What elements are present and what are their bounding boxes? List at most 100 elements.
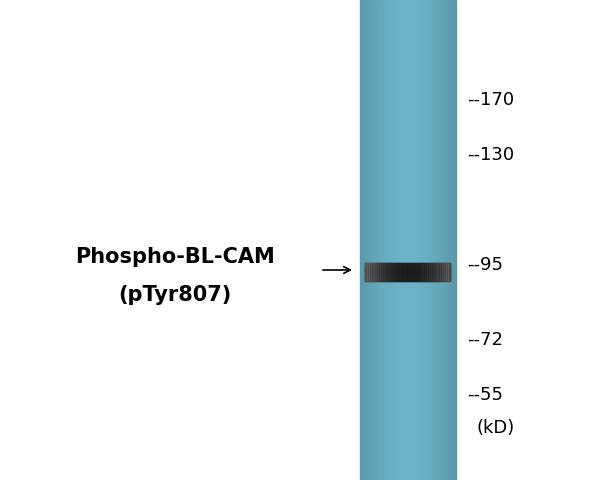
Bar bbox=[374, 0, 376, 480]
Text: --170: --170 bbox=[467, 91, 514, 109]
Bar bbox=[385, 0, 386, 480]
Bar bbox=[442, 263, 444, 281]
Bar bbox=[418, 263, 421, 281]
Bar bbox=[411, 0, 413, 480]
Bar bbox=[424, 0, 426, 480]
Text: (kD): (kD) bbox=[477, 419, 515, 437]
Bar bbox=[365, 276, 450, 277]
Bar bbox=[421, 0, 422, 480]
Bar bbox=[388, 0, 390, 480]
Bar bbox=[389, 0, 391, 480]
Bar bbox=[439, 263, 442, 281]
Bar bbox=[398, 0, 400, 480]
Bar bbox=[365, 275, 450, 276]
Bar bbox=[432, 0, 434, 480]
Bar bbox=[408, 263, 410, 281]
Bar bbox=[391, 0, 393, 480]
Bar bbox=[371, 0, 373, 480]
Bar bbox=[365, 266, 450, 267]
Bar bbox=[406, 0, 408, 480]
Bar bbox=[435, 263, 438, 281]
Bar bbox=[382, 0, 384, 480]
Text: Phospho-BL-CAM: Phospho-BL-CAM bbox=[75, 247, 275, 267]
Bar bbox=[412, 263, 414, 281]
Bar bbox=[373, 0, 375, 480]
Bar bbox=[438, 263, 440, 281]
Bar bbox=[373, 263, 376, 281]
Bar bbox=[429, 0, 430, 480]
Bar bbox=[395, 263, 397, 281]
Bar bbox=[365, 263, 450, 264]
Bar bbox=[360, 0, 362, 480]
Bar bbox=[445, 0, 447, 480]
Bar bbox=[431, 263, 433, 281]
Bar bbox=[420, 0, 421, 480]
Bar bbox=[365, 266, 450, 268]
Bar bbox=[371, 263, 374, 281]
Bar bbox=[412, 0, 414, 480]
Bar bbox=[364, 0, 365, 480]
Bar bbox=[405, 263, 408, 281]
Bar bbox=[393, 263, 395, 281]
Bar bbox=[427, 263, 429, 281]
Bar bbox=[403, 263, 406, 281]
Text: --55: --55 bbox=[467, 386, 503, 404]
Bar bbox=[433, 263, 436, 281]
Bar bbox=[394, 0, 396, 480]
Bar bbox=[454, 0, 456, 480]
Bar bbox=[443, 0, 445, 480]
Bar bbox=[420, 263, 423, 281]
Bar bbox=[368, 0, 370, 480]
Bar bbox=[377, 263, 380, 281]
Bar bbox=[427, 0, 429, 480]
Bar bbox=[403, 0, 405, 480]
Bar bbox=[376, 0, 377, 480]
Bar bbox=[372, 0, 374, 480]
Bar bbox=[433, 0, 435, 480]
Bar bbox=[430, 0, 432, 480]
Bar bbox=[365, 276, 450, 278]
Bar bbox=[414, 263, 417, 281]
Bar bbox=[382, 263, 384, 281]
Bar bbox=[448, 263, 450, 281]
Bar bbox=[416, 263, 418, 281]
Bar bbox=[366, 0, 368, 480]
Bar bbox=[447, 0, 448, 480]
Bar bbox=[436, 0, 438, 480]
Bar bbox=[442, 0, 444, 480]
Bar bbox=[449, 0, 451, 480]
Bar bbox=[423, 263, 425, 281]
Bar bbox=[380, 263, 382, 281]
Bar bbox=[405, 0, 407, 480]
Bar bbox=[365, 264, 450, 265]
Bar bbox=[380, 0, 382, 480]
Bar bbox=[377, 0, 378, 480]
Bar bbox=[404, 0, 406, 480]
Bar bbox=[401, 263, 403, 281]
Bar bbox=[365, 267, 450, 269]
Bar bbox=[425, 0, 427, 480]
Bar bbox=[367, 0, 369, 480]
Text: --130: --130 bbox=[467, 146, 514, 164]
Bar bbox=[388, 263, 391, 281]
Bar bbox=[386, 263, 388, 281]
Bar bbox=[365, 278, 450, 279]
Bar bbox=[414, 0, 415, 480]
Bar bbox=[378, 0, 379, 480]
Bar bbox=[379, 0, 380, 480]
Bar bbox=[362, 0, 364, 480]
Bar bbox=[444, 0, 446, 480]
Bar bbox=[387, 0, 389, 480]
Bar bbox=[370, 0, 371, 480]
Bar bbox=[450, 0, 452, 480]
Bar bbox=[365, 273, 450, 274]
Text: (pTyr807): (pTyr807) bbox=[119, 285, 232, 305]
Bar bbox=[365, 263, 367, 281]
Bar bbox=[446, 263, 448, 281]
Bar bbox=[418, 0, 420, 480]
Bar bbox=[439, 0, 441, 480]
Bar bbox=[365, 272, 450, 273]
Bar bbox=[392, 0, 394, 480]
Bar bbox=[417, 0, 418, 480]
Bar bbox=[361, 0, 363, 480]
